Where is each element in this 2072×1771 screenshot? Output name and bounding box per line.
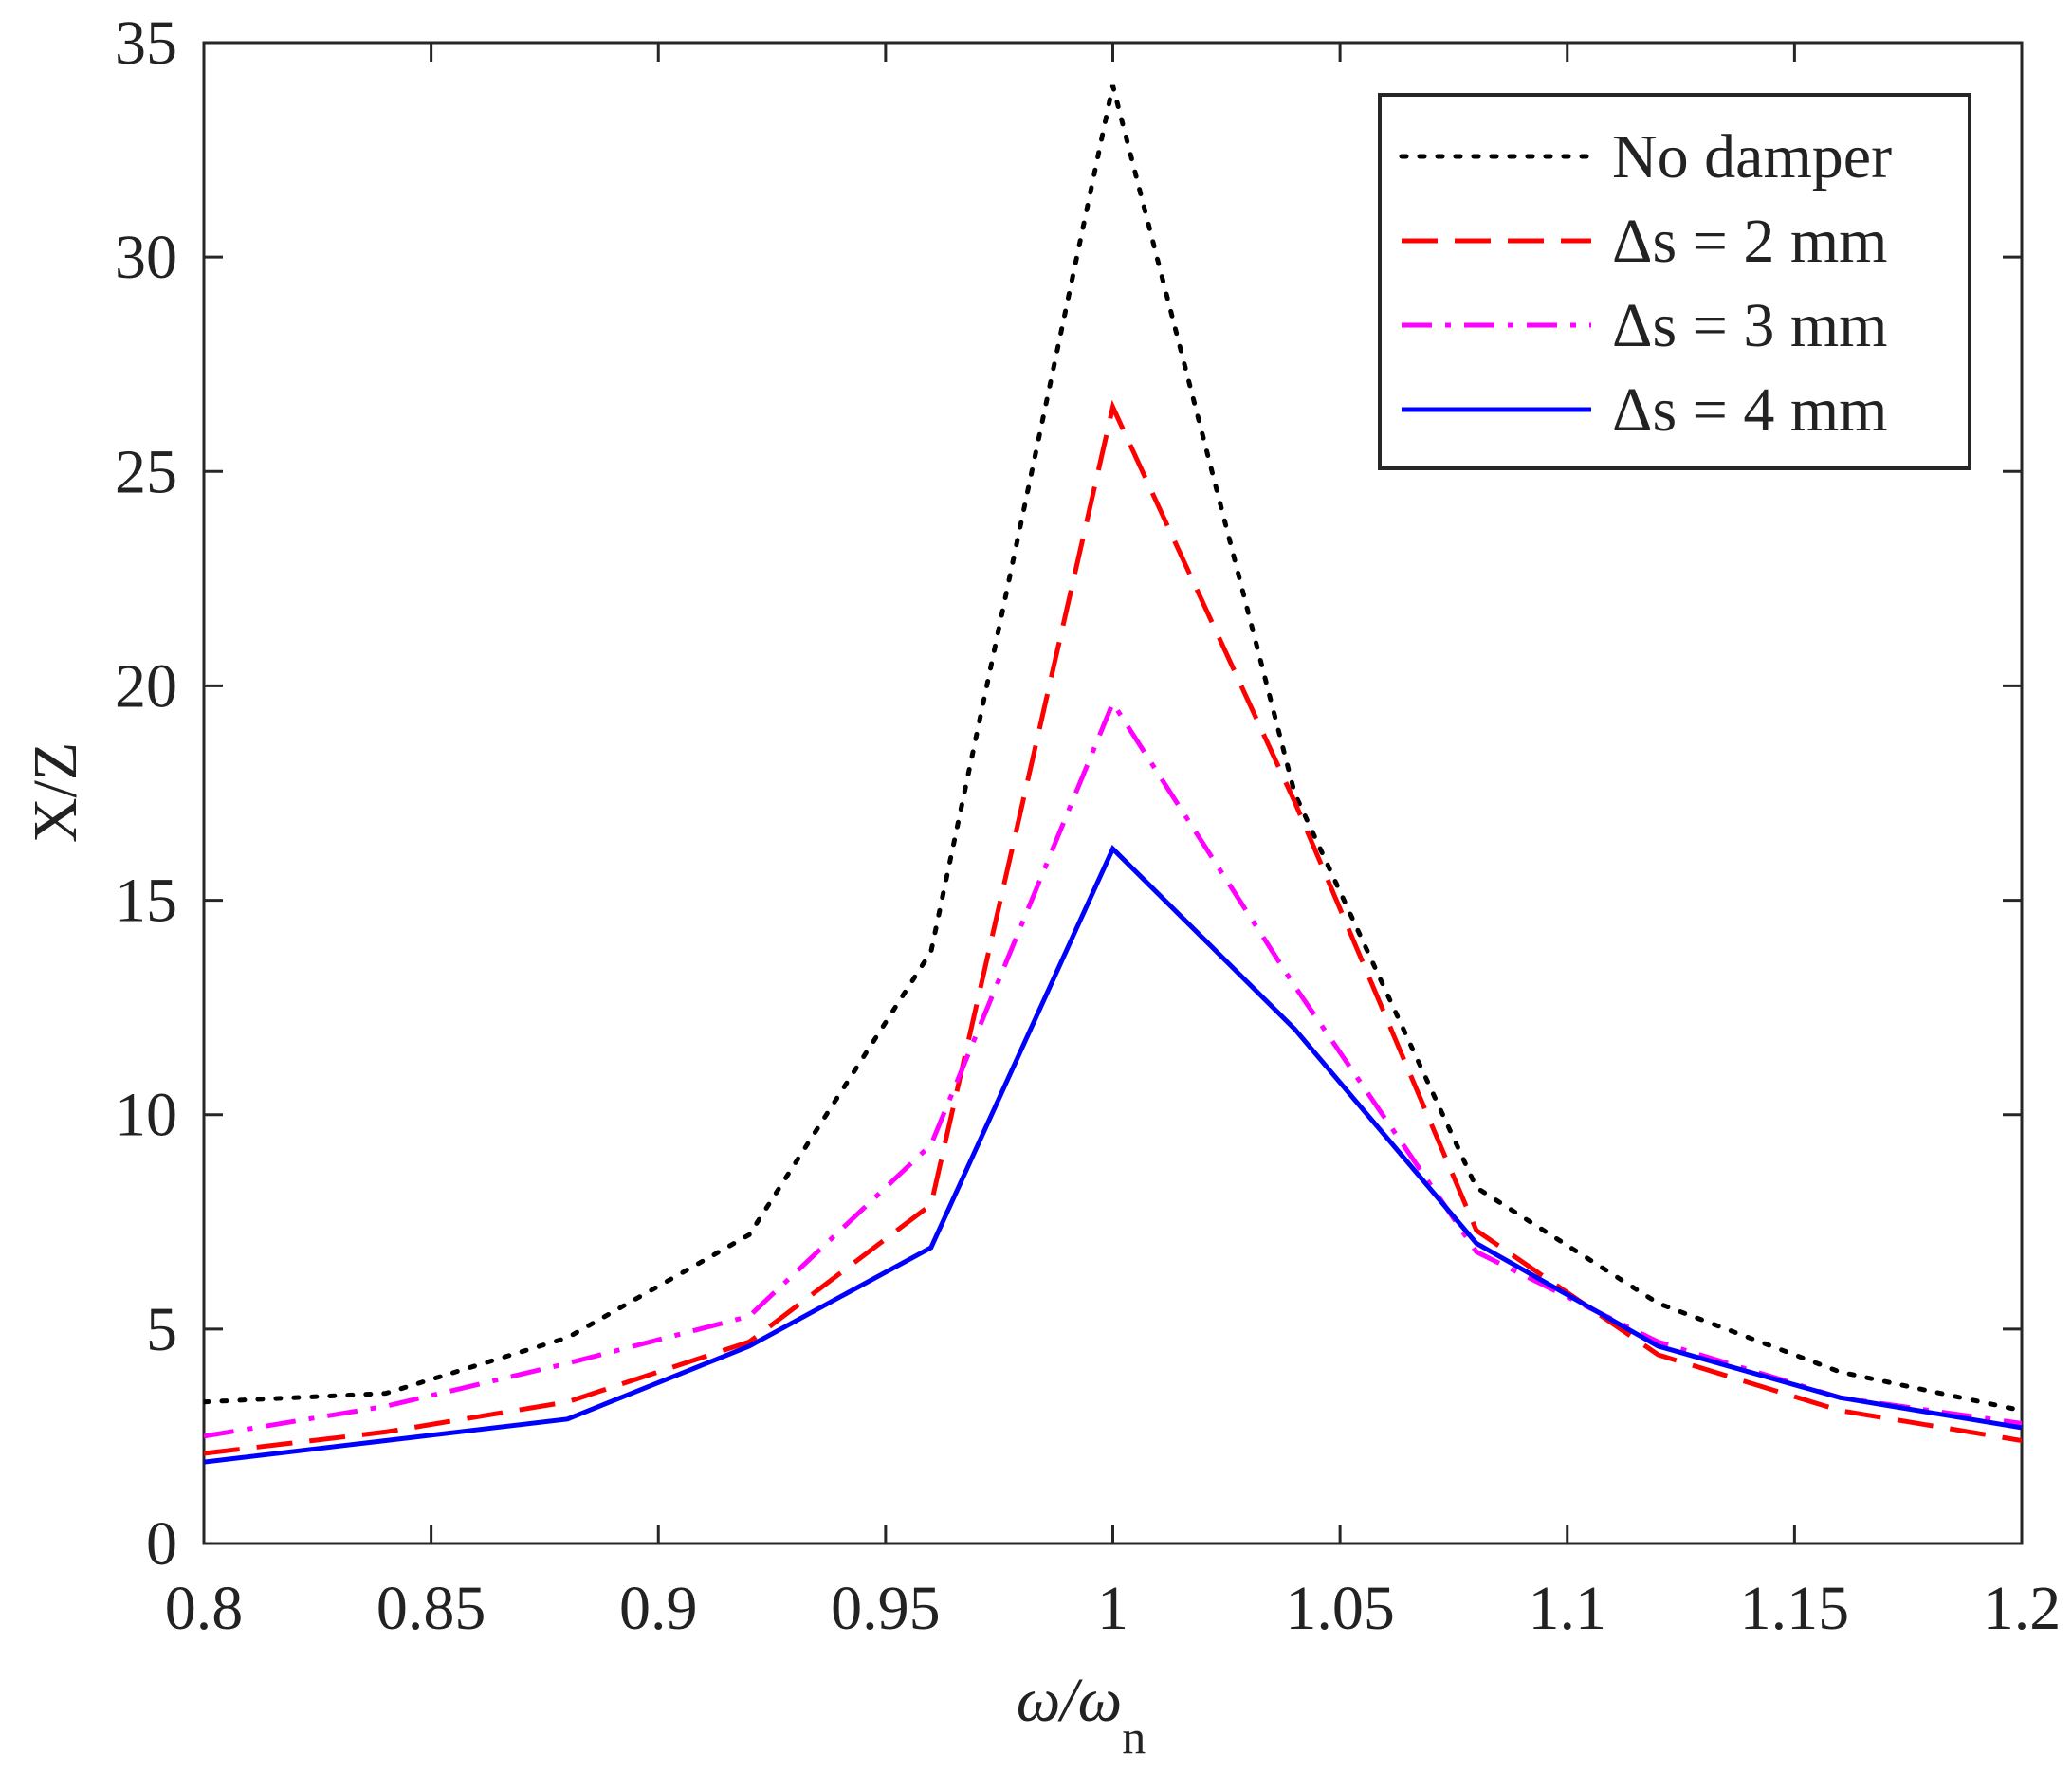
x-tick-label: 1.1 xyxy=(1529,1574,1607,1643)
y-axis-ticks: 0 5 10 15 20 25 30 35 xyxy=(115,9,2022,1579)
legend-label-2: Δs = 2 mm xyxy=(1612,207,1888,276)
x-tick-label: 1 xyxy=(1097,1574,1128,1643)
y-tick-label: 0 xyxy=(146,1509,177,1579)
x-axis-label: ω/ωn xyxy=(1017,1666,1146,1763)
y-tick-label: 20 xyxy=(115,651,177,721)
x-axis-ticks: 0.8 0.85 0.9 0.95 1 1.05 1.1 1.15 1.2 xyxy=(165,43,2062,1643)
series-line-2 xyxy=(204,399,2022,1456)
y-axis-label: X/Z xyxy=(21,742,90,843)
x-axis-label-main: ω/ω xyxy=(1017,1666,1123,1735)
y-tick-label: 5 xyxy=(146,1295,177,1364)
y-tick-label: 35 xyxy=(115,9,177,78)
y-tick-label: 15 xyxy=(115,867,177,936)
legend-label-1: No damper xyxy=(1612,122,1892,192)
y-tick-label: 25 xyxy=(115,437,177,506)
x-tick-label: 0.8 xyxy=(165,1574,244,1643)
x-tick-label: 1.15 xyxy=(1740,1574,1850,1643)
x-tick-label: 0.9 xyxy=(619,1574,698,1643)
y-tick-label: 10 xyxy=(115,1081,177,1150)
y-tick-label: 30 xyxy=(115,223,177,292)
legend: No damper Δs = 2 mm Δs = 3 mm Δs = 4 mm xyxy=(1378,93,1971,470)
series-line-4 xyxy=(204,844,2022,1465)
x-tick-label: 1.05 xyxy=(1285,1574,1395,1643)
series-line-1 xyxy=(204,84,2022,1414)
series-line-3 xyxy=(204,698,2022,1439)
x-tick-label: 1.2 xyxy=(1983,1574,2062,1643)
x-axis-label-subscript: n xyxy=(1122,1710,1146,1763)
x-tick-label: 0.85 xyxy=(376,1574,486,1643)
legend-label-4: Δs = 4 mm xyxy=(1612,375,1888,445)
x-tick-label: 0.95 xyxy=(831,1574,941,1643)
series-layer xyxy=(204,84,2022,1465)
legend-label-3: Δs = 3 mm xyxy=(1612,291,1888,360)
